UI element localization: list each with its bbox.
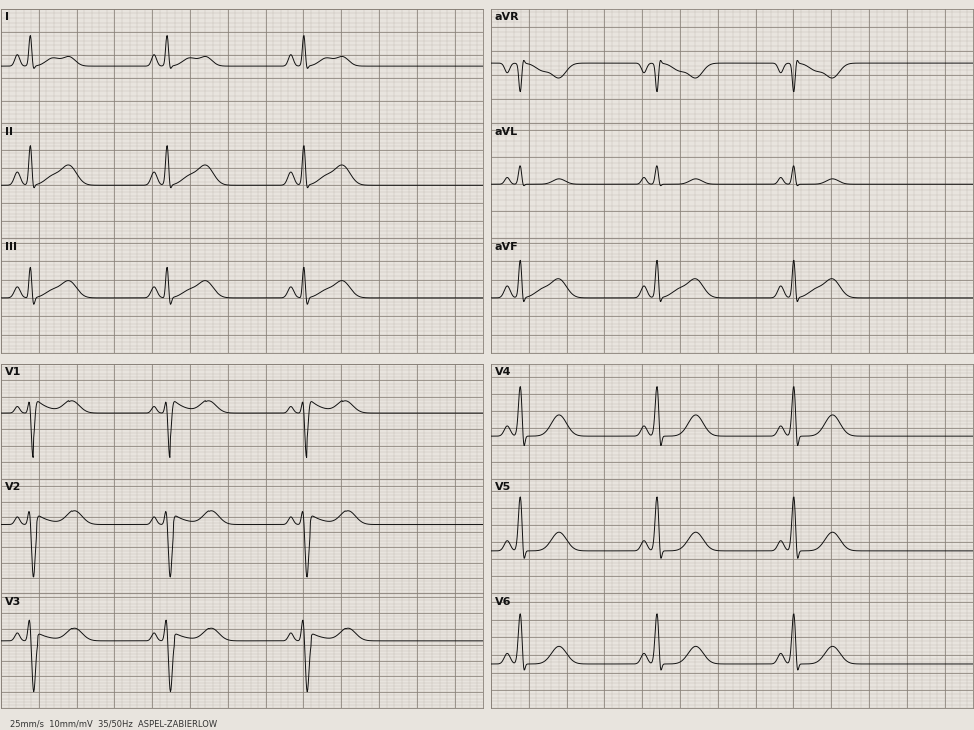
Text: V6: V6	[495, 597, 511, 607]
Text: V4: V4	[495, 367, 511, 377]
Text: II: II	[5, 127, 13, 137]
Text: V5: V5	[495, 482, 511, 492]
Text: aVL: aVL	[495, 127, 518, 137]
Text: aVF: aVF	[495, 242, 518, 252]
Text: I: I	[5, 12, 9, 22]
Text: III: III	[5, 242, 17, 252]
Text: V3: V3	[5, 597, 21, 607]
Text: V2: V2	[5, 482, 21, 492]
Text: aVR: aVR	[495, 12, 519, 22]
Text: V1: V1	[5, 367, 21, 377]
Text: 25mm/s  10mm/mV  35/50Hz  ASPEL-ZABIERLOW: 25mm/s 10mm/mV 35/50Hz ASPEL-ZABIERLOW	[10, 720, 217, 729]
